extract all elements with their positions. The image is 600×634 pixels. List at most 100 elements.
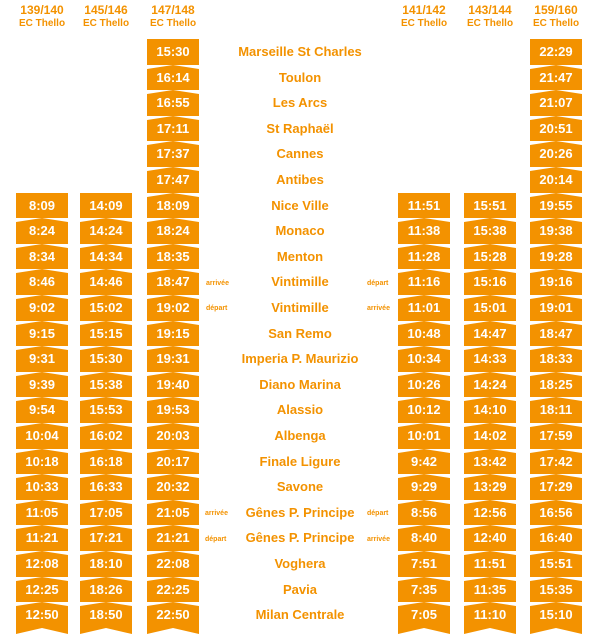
time-cell: 16:56 — [530, 499, 582, 526]
time-cell: 16:14 — [147, 64, 199, 91]
time-cell: 17:11 — [147, 115, 199, 142]
column-arrow-tail — [16, 627, 68, 634]
departure-time: 14:47 — [473, 325, 507, 341]
time-cell: 15:51 — [530, 551, 582, 577]
time-cell: 18:47 — [530, 320, 582, 347]
time-cell: 15:01 — [464, 295, 516, 321]
departure-time: 19:16 — [539, 274, 573, 290]
column-arrow-tail — [398, 627, 450, 634]
station-name: Imperia P. Maurizio — [241, 351, 359, 367]
departure-time: 15:38 — [89, 376, 123, 392]
departure-time: 20:17 — [156, 453, 190, 469]
departure-time: 19:01 — [539, 300, 573, 315]
departure-time: 10:04 — [25, 428, 59, 443]
train-operator: EC Thello — [18, 18, 66, 29]
time-cell: 7:05 — [398, 602, 450, 628]
time-cell: 20:26 — [530, 141, 582, 167]
departure-time: 15:51 — [473, 197, 507, 213]
departure-time: 22:29 — [539, 44, 573, 59]
train-operator: EC Thello — [400, 18, 448, 29]
departure-time: 9:42 — [410, 453, 438, 469]
departure-time: 14:33 — [473, 351, 507, 367]
departure-time: 15:16 — [473, 274, 507, 290]
departure-time: 8:40 — [410, 530, 438, 546]
time-cell: 18:24 — [147, 218, 199, 244]
time-cell: 19:40 — [147, 371, 199, 398]
departure-time: 14:24 — [473, 376, 507, 392]
time-cell: 19:16 — [530, 269, 582, 295]
time-cell: 7:51 — [398, 551, 450, 577]
station-name: Gênes P. Principe — [245, 530, 355, 546]
departure-time: 16:55 — [156, 95, 190, 111]
departure-time: 15:02 — [89, 300, 123, 315]
train-operator: EC Thello — [466, 18, 514, 29]
time-cell: 19:38 — [530, 218, 582, 244]
station-name: Vintimille — [271, 274, 329, 290]
departure-time: 11:38 — [407, 223, 441, 239]
time-cell: 11:16 — [398, 269, 450, 295]
time-cell: 10:04 — [16, 423, 68, 449]
note-genes-departure-right: départ — [367, 510, 389, 517]
time-cell: 15:10 — [530, 602, 582, 628]
time-cell: 18:33 — [530, 346, 582, 372]
time-cell: 19:02 — [147, 295, 199, 321]
time-cell: 17:47 — [147, 167, 199, 193]
departure-time: 17:47 — [156, 172, 190, 187]
time-cell: 21:05 — [147, 499, 199, 526]
note-vintimille-arrival-left: arrivée — [206, 280, 229, 287]
departure-time: 11:01 — [407, 300, 441, 315]
column-arrow-tail — [147, 627, 199, 634]
time-cell: 10:18 — [16, 448, 68, 475]
time-cell: 12:50 — [16, 602, 68, 628]
time-cell: 17:42 — [530, 448, 582, 475]
time-cell: 14:46 — [80, 269, 132, 295]
time-cell: 16:18 — [80, 448, 132, 475]
departure-time: 20:32 — [156, 479, 190, 495]
station-name: Menton — [276, 248, 324, 264]
time-cell: 19:31 — [147, 346, 199, 372]
departure-time: 20:03 — [156, 428, 190, 443]
time-cell: 8:46 — [16, 269, 68, 295]
station-name: Voghera — [274, 556, 326, 571]
time-cell: 15:28 — [464, 243, 516, 270]
time-cell: 9:29 — [398, 474, 450, 500]
time-cell: 14:09 — [80, 192, 132, 219]
time-cell: 17:21 — [80, 525, 132, 551]
departure-time: 8:09 — [28, 197, 56, 213]
departure-time: 11:21 — [25, 530, 59, 546]
column-header-159: 159/160 EC Thello — [528, 4, 584, 30]
departure-time: 12:40 — [473, 530, 507, 546]
departure-time: 19:02 — [156, 300, 190, 315]
station-name: San Remo — [268, 325, 332, 341]
departure-time: 19:38 — [539, 223, 573, 239]
departure-time: 9:02 — [28, 300, 56, 315]
departure-time: 16:18 — [89, 453, 123, 469]
time-cell: 18:47 — [147, 269, 199, 295]
column-header-141: 141/142 EC Thello — [396, 4, 452, 30]
departure-time: 15:35 — [539, 581, 573, 597]
departure-time: 14:10 — [473, 402, 507, 418]
departure-time: 17:29 — [539, 479, 573, 495]
departure-time: 10:12 — [407, 402, 441, 418]
departure-time: 20:14 — [539, 172, 573, 187]
note-genes-departure-left: départ — [205, 536, 227, 543]
time-cell: 11:10 — [464, 602, 516, 628]
departure-time: 14:02 — [473, 428, 507, 443]
column-arrow-tail — [530, 627, 582, 634]
time-cell: 15:16 — [464, 269, 516, 295]
departure-time: 7:51 — [410, 556, 438, 571]
departure-time: 15:30 — [89, 351, 123, 367]
time-cell: 12:56 — [464, 499, 516, 526]
time-cell: 16:02 — [80, 423, 132, 449]
departure-time: 9:31 — [28, 351, 56, 367]
departure-time: 9:29 — [410, 479, 438, 495]
departure-time: 11:10 — [473, 607, 507, 623]
departure-time: 15:10 — [539, 607, 573, 623]
time-cell: 8:56 — [398, 499, 450, 526]
departure-time: 19:55 — [539, 197, 573, 213]
station-name: Diano Marina — [259, 376, 341, 392]
time-cell: 22:50 — [147, 602, 199, 628]
note-vintimille-departure-right: départ — [367, 280, 389, 287]
departure-time: 18:09 — [156, 197, 190, 213]
time-cell: 8:34 — [16, 243, 68, 270]
